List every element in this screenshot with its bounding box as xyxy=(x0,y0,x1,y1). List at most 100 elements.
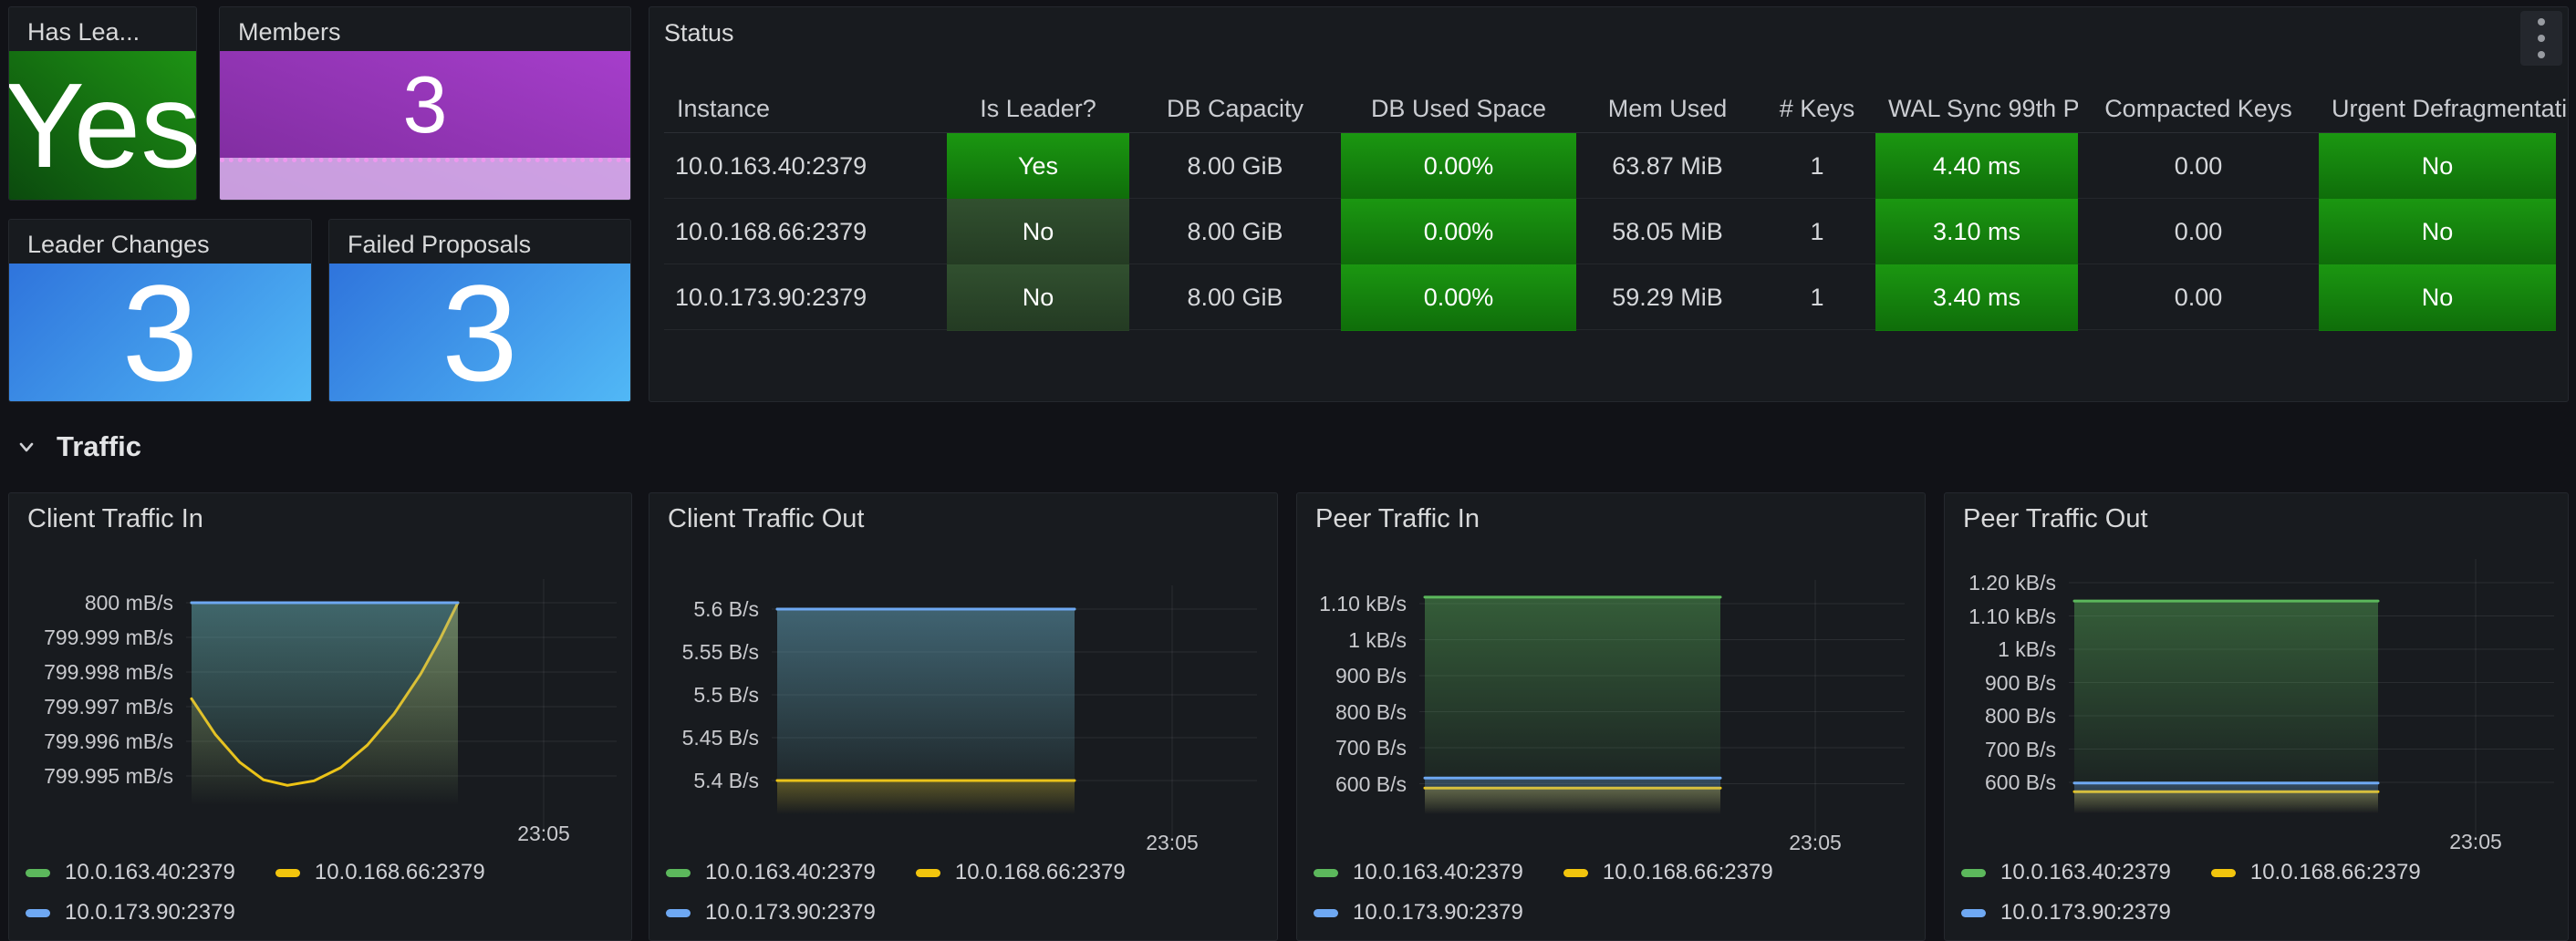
panel-title[interactable]: Peer Traffic Out xyxy=(1963,504,2148,533)
panel-status: Status Instance Is Leader? DB Capacity DB U… xyxy=(649,6,2569,402)
y-axis-tick-label: 800 B/s xyxy=(1985,704,2056,728)
stat-value: 3 xyxy=(402,58,448,150)
cell-db_capacity: 8.00 GiB xyxy=(1187,151,1283,180)
cell-mem_used: 63.87 MiB xyxy=(1612,151,1723,180)
panel-title[interactable]: Peer Traffic In xyxy=(1315,504,1480,533)
legend: 10.0.163.40:2379 10.0.168.66:2379 10.0.173… xyxy=(26,860,485,925)
column-header-instance[interactable]: Instance xyxy=(677,95,771,122)
cell-compacted: 0.00 xyxy=(2174,217,2223,245)
y-axis-tick-label: 799.995 mB/s xyxy=(44,764,173,788)
legend-label: 10.0.168.66:2379 xyxy=(2249,860,2421,884)
panel-title[interactable]: Client Traffic Out xyxy=(668,504,865,533)
x-axis-time-label: 23:05 xyxy=(517,822,570,845)
kebab-menu-icon xyxy=(2538,51,2545,58)
legend-item[interactable]: 10.0.163.40:2379 xyxy=(1961,860,2171,885)
cell-instance: 10.0.173.90:2379 xyxy=(675,283,867,311)
column-header-mem_used[interactable]: Mem Used xyxy=(1607,95,1728,122)
legend-swatch-icon xyxy=(915,868,940,877)
x-axis-time-label: 23:05 xyxy=(2449,830,2502,853)
time-series-plot[interactable] xyxy=(1945,493,2569,941)
legend-item[interactable]: 10.0.173.90:2379 xyxy=(666,900,876,925)
legend-item[interactable]: 10.0.168.66:2379 xyxy=(1563,860,1773,885)
legend-item[interactable]: 10.0.163.40:2379 xyxy=(666,860,876,885)
cell-compacted: 0.00 xyxy=(2174,283,2223,311)
legend-row: 10.0.163.40:2379 10.0.168.66:2379 xyxy=(26,860,485,885)
y-axis-tick-label: 5.6 B/s xyxy=(693,597,759,621)
y-axis-tick-label: 800 mB/s xyxy=(84,591,173,615)
legend-swatch-icon xyxy=(1314,908,1338,917)
panel-leader-changes: Leader Changes 3 xyxy=(8,219,312,402)
column-header-wal_sync[interactable]: WAL Sync 99th Percentile xyxy=(1888,95,2078,122)
stat-background: Yes xyxy=(9,51,196,200)
column-header-db_used[interactable]: DB Used Space xyxy=(1370,95,1547,122)
legend-item[interactable]: 10.0.163.40:2379 xyxy=(1314,860,1523,885)
legend-row: 10.0.163.40:2379 10.0.168.66:2379 xyxy=(1961,860,2421,885)
status-table: Instance Is Leader? DB Capacity DB Used Spa… xyxy=(664,86,2569,330)
cell-instance: 10.0.168.66:2379 xyxy=(675,217,867,245)
cell-is_leader: No xyxy=(947,199,1129,264)
cell-keys: 1 xyxy=(1810,283,1824,311)
time-series-plot[interactable] xyxy=(1297,493,1926,941)
legend-label: 10.0.173.90:2379 xyxy=(1353,900,1523,925)
stat-value: Yes xyxy=(8,57,197,192)
panel-client-traffic-out: Client Traffic Out 5.6 B/s 5.55 B/s 5.5 B/s… xyxy=(649,492,1278,941)
cell-urgent_defrag: No xyxy=(2319,199,2556,264)
cell-db_capacity: 8.00 GiB xyxy=(1187,283,1283,311)
y-axis-tick-label: 799.996 mB/s xyxy=(44,729,173,753)
stat-background: 3 xyxy=(220,51,630,200)
panel-title[interactable]: Client Traffic In xyxy=(27,504,203,533)
x-axis-time-label: 23:05 xyxy=(1146,831,1199,854)
column-header-compacted[interactable]: Compacted Keys xyxy=(2104,95,2292,122)
panel-title[interactable]: Has Lea... xyxy=(27,18,140,46)
legend-item[interactable]: 10.0.168.66:2379 xyxy=(2210,860,2421,885)
legend-swatch-icon xyxy=(26,868,50,877)
y-axis-tick-label: 1.20 kB/s xyxy=(1968,571,2056,595)
y-axis-tick-label: 1.10 kB/s xyxy=(1319,592,1407,615)
table-row: 10.0.173.90:2379 No 8.00 GiB 0.00% 59.29 MiB… xyxy=(664,264,2556,330)
legend-label: 10.0.173.90:2379 xyxy=(65,900,235,925)
cell-urgent_defrag: No xyxy=(2319,133,2556,199)
cell-is_leader: Yes xyxy=(947,133,1129,199)
y-axis-tick-label: 1.10 kB/s xyxy=(1968,604,2056,628)
cell-db_capacity: 8.00 GiB xyxy=(1187,217,1283,245)
time-series-plot[interactable] xyxy=(9,493,632,941)
panel-menu-button[interactable] xyxy=(2520,11,2562,66)
stat-background: 3 xyxy=(9,264,311,401)
y-axis-tick-label: 600 B/s xyxy=(1985,770,2056,794)
legend-label: 10.0.163.40:2379 xyxy=(705,860,876,884)
legend-swatch-icon xyxy=(1961,868,1986,877)
column-header-is_leader[interactable]: Is Leader? xyxy=(980,95,1096,122)
cell-wal_sync: 4.40 ms xyxy=(1875,133,2078,199)
legend-row: 10.0.173.90:2379 xyxy=(26,900,485,925)
column-header-db_capacity[interactable]: DB Capacity xyxy=(1166,95,1304,122)
series-fill xyxy=(2074,601,2378,813)
cell-db_used: 0.00% xyxy=(1341,133,1576,199)
panel-title[interactable]: Members xyxy=(238,18,341,46)
column-header-keys[interactable]: # Keys xyxy=(1779,95,1855,122)
y-axis-tick-label: 5.55 B/s xyxy=(681,640,759,664)
y-axis-tick-label: 5.45 B/s xyxy=(681,726,759,750)
table-header-row: Instance Is Leader? DB Capacity DB Used Spa… xyxy=(664,86,2569,133)
y-axis-tick-label: 700 B/s xyxy=(1335,736,1407,760)
stat-value: 3 xyxy=(121,255,199,402)
legend-label: 10.0.163.40:2379 xyxy=(1353,860,1523,884)
legend-item[interactable]: 10.0.163.40:2379 xyxy=(26,860,235,885)
column-header-urgent_defrag[interactable]: Urgent Defragmentation xyxy=(2332,95,2569,122)
cell-db_used: 0.00% xyxy=(1341,264,1576,330)
legend-label: 10.0.173.90:2379 xyxy=(2000,900,2171,925)
y-axis-tick-label: 799.997 mB/s xyxy=(44,695,173,719)
legend-item[interactable]: 10.0.168.66:2379 xyxy=(915,860,1126,885)
y-axis-tick-label: 1 kB/s xyxy=(1998,637,2056,661)
cell-instance: 10.0.163.40:2379 xyxy=(675,151,867,180)
time-series-plot[interactable] xyxy=(649,493,1278,941)
row-toggle-traffic[interactable]: Traffic xyxy=(15,427,141,467)
legend-item[interactable]: 10.0.168.66:2379 xyxy=(275,860,485,885)
legend-item[interactable]: 10.0.173.90:2379 xyxy=(1961,900,2171,925)
legend-item[interactable]: 10.0.173.90:2379 xyxy=(26,900,235,925)
legend-row: 10.0.163.40:2379 10.0.168.66:2379 xyxy=(666,860,1126,885)
cell-mem_used: 58.05 MiB xyxy=(1612,217,1723,245)
x-axis-time-label: 23:05 xyxy=(1789,831,1842,854)
panel-title[interactable]: Status xyxy=(664,19,734,47)
stat-sparkline xyxy=(220,158,630,200)
legend-item[interactable]: 10.0.173.90:2379 xyxy=(1314,900,1523,925)
